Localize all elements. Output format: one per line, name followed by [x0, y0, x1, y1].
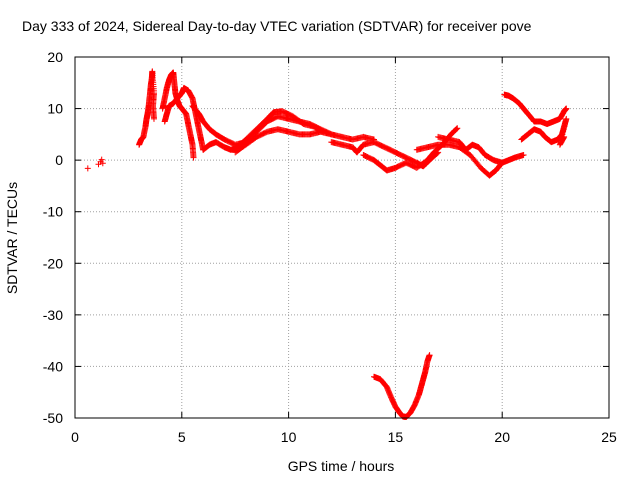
- y-tick-label: 20: [47, 49, 63, 65]
- y-tick-label: -40: [43, 358, 63, 374]
- data-point: [562, 121, 568, 127]
- data-point: [560, 126, 567, 133]
- y-tick-label: 10: [47, 101, 63, 117]
- data-point: [563, 105, 570, 112]
- y-tick-label: -30: [43, 307, 63, 323]
- y-tick-label: -10: [43, 204, 63, 220]
- data-point: [151, 115, 157, 122]
- x-axis-title: GPS time / hours: [288, 458, 395, 474]
- data-point: [426, 352, 433, 359]
- x-tick-label: 20: [494, 429, 510, 445]
- data-points: [84, 68, 570, 420]
- data-point: [561, 133, 568, 140]
- data-point: [560, 128, 567, 135]
- y-tick-label: 0: [55, 152, 63, 168]
- y-tick-label: -20: [43, 255, 63, 271]
- data-point: [563, 115, 570, 122]
- x-tick-label: 15: [388, 429, 404, 445]
- data-point: [561, 123, 568, 130]
- data-point: [190, 154, 197, 161]
- axis-ticks: [74, 56, 610, 419]
- tick-labels: 0 5 10 15 20 25 -50 -40 -30 -20 -10 0 10 20: [43, 49, 617, 445]
- chart-title: Day 333 of 2024, Sidereal Day-to-day VTE…: [22, 18, 532, 34]
- data-point: [453, 126, 460, 133]
- data-point: [99, 160, 106, 167]
- y-axis-title: SDTVAR / TECUs: [4, 182, 20, 294]
- data-point: [520, 152, 527, 158]
- x-tick-label: 10: [281, 429, 297, 445]
- data-point: [84, 165, 91, 172]
- data-point: [499, 159, 506, 166]
- x-tick-label: 25: [601, 429, 617, 445]
- data-point: [454, 125, 461, 132]
- y-tick-label: -50: [43, 410, 63, 426]
- x-tick-label: 5: [178, 429, 186, 445]
- plot-frame: [74, 56, 610, 419]
- data-point: [453, 125, 460, 132]
- data-point: [98, 156, 105, 163]
- x-tick-label: 0: [71, 429, 79, 445]
